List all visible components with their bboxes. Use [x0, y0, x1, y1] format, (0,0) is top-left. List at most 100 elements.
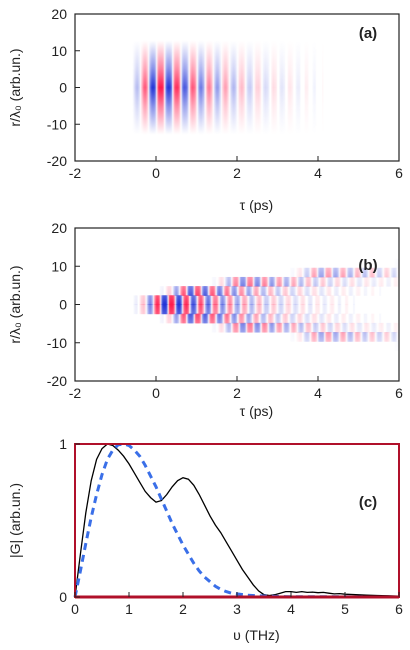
- field-cell-b: [136, 304, 138, 315]
- field-cell-b: [194, 295, 196, 305]
- field-cell-b: [243, 276, 245, 287]
- field-cell-b: [389, 322, 391, 333]
- field-stripe-a: [221, 40, 224, 135]
- field-cell-b: [400, 323, 401, 333]
- field-cell-b: [318, 295, 320, 305]
- field-cell-b: [143, 304, 146, 315]
- field-stripe-a: [283, 40, 286, 135]
- field-cell-b: [349, 286, 351, 296]
- field-cell-b: [240, 276, 243, 287]
- field-cell-b: [257, 286, 259, 296]
- field-cell-b: [379, 276, 381, 287]
- field-cell-b: [360, 286, 361, 296]
- field-cell-b: [260, 295, 262, 305]
- field-cell-b: [367, 276, 369, 287]
- field-cell-b: [350, 322, 352, 333]
- field-stripe-a: [241, 40, 243, 135]
- field-cell-b: [406, 332, 407, 342]
- field-cell-b: [314, 286, 316, 296]
- field-cell-b: [344, 286, 347, 296]
- field-cell-b: [314, 295, 317, 305]
- field-stripe-a: [256, 40, 258, 135]
- field-cell-b: [309, 304, 312, 315]
- field-cell-b: [278, 286, 280, 296]
- field-cell-b: [219, 295, 221, 305]
- field-cell-b: [188, 304, 190, 315]
- field-cell-b: [387, 332, 389, 342]
- field-cell-b: [245, 295, 248, 305]
- field-cell-b: [214, 286, 216, 296]
- field-cell-b: [297, 322, 299, 333]
- field-cell-b: [336, 313, 338, 324]
- field-cell-b: [344, 276, 346, 287]
- field-cell-b: [388, 332, 390, 342]
- field-cell-b: [301, 276, 304, 287]
- field-cell-b: [286, 322, 288, 333]
- field-cell-b: [220, 322, 223, 333]
- field-cell-b: [200, 295, 202, 305]
- field-cell-b: [308, 313, 310, 324]
- field-cell-b: [193, 304, 195, 315]
- field-cell-b: [306, 286, 308, 296]
- field-cell-b: [202, 304, 204, 315]
- field-cell-b: [262, 313, 264, 324]
- field-cell-b: [286, 276, 288, 287]
- field-cell-b: [299, 286, 302, 296]
- field-cell-b: [371, 276, 373, 287]
- field-cell-b: [270, 286, 272, 296]
- field-cell-b: [239, 276, 241, 287]
- field-cell-b: [205, 304, 207, 315]
- field-cell-b: [232, 313, 234, 324]
- field-cell-b: [166, 286, 169, 296]
- y-tick-label-b-1: -10: [47, 335, 67, 351]
- series-line-solid: [74, 443, 400, 598]
- field-cell-b: [252, 286, 255, 296]
- field-cell-b: [174, 313, 177, 324]
- field-cell-b: [365, 332, 367, 342]
- field-cell-b: [230, 313, 233, 324]
- field-cell-b: [358, 332, 360, 342]
- field-stripe-a: [136, 40, 138, 135]
- field-stripe-a: [207, 40, 209, 135]
- field-stripe-a: [148, 40, 151, 135]
- field-stripe-a: [164, 40, 167, 135]
- field-cell-b: [366, 286, 367, 296]
- field-cell-b: [270, 276, 272, 287]
- field-cell-b: [222, 295, 224, 305]
- field-cell-b: [328, 267, 330, 278]
- field-cell-b: [221, 313, 224, 324]
- field-cell-b: [305, 286, 307, 296]
- field-cell-b: [161, 304, 164, 315]
- field-cell-b: [381, 322, 383, 333]
- field-cell-b: [273, 304, 275, 315]
- field-cell-b: [250, 322, 253, 333]
- field-stripe-a: [133, 40, 135, 135]
- field-cell-b: [255, 313, 258, 324]
- field-cell-b: [214, 322, 217, 333]
- field-cell-b: [284, 304, 287, 315]
- field-stripe-a: [215, 40, 218, 135]
- field-cell-b: [224, 295, 226, 305]
- field-cell-b: [154, 295, 156, 305]
- field-cell-b: [320, 332, 323, 342]
- field-cell-b: [209, 313, 212, 324]
- field-cell-b: [196, 313, 199, 324]
- field-cell-b: [211, 304, 214, 315]
- field-cell-b: [314, 332, 316, 342]
- field-cell-b: [220, 295, 222, 305]
- field-cell-b: [216, 313, 219, 324]
- field-stripe-a: [168, 40, 171, 135]
- field-cell-b: [388, 267, 391, 278]
- field-cell-b: [266, 276, 269, 287]
- field-cell-b: [207, 295, 210, 305]
- field-cell-b: [260, 286, 263, 296]
- field-stripe-a: [162, 40, 164, 135]
- field-cell-b: [249, 276, 252, 287]
- field-cell-b: [262, 322, 265, 333]
- field-cell-b: [175, 286, 178, 296]
- field-cell-b: [211, 286, 213, 296]
- field-cell-b: [162, 304, 164, 315]
- field-cell-b: [164, 295, 166, 305]
- field-cell-b: [330, 267, 333, 278]
- field-cell-b: [327, 286, 329, 296]
